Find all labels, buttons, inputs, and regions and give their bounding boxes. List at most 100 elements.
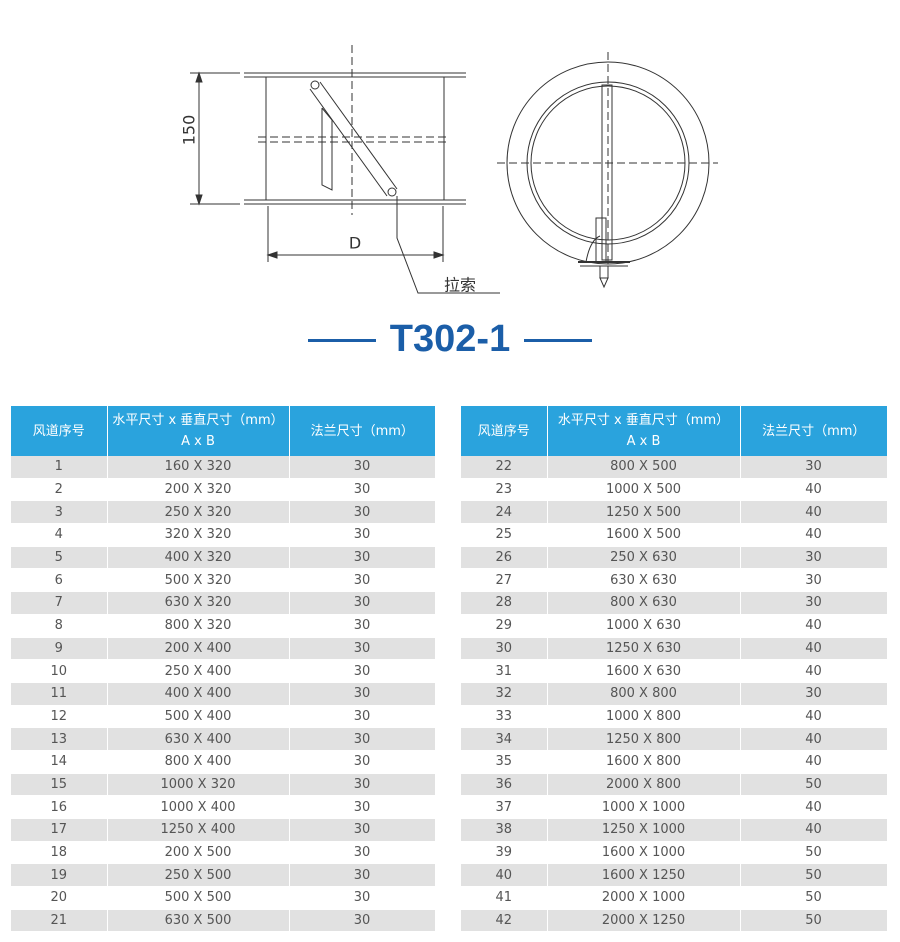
table-cell: 2000 X 800 [547, 773, 741, 797]
table-cell: 1000 X 400 [107, 795, 290, 819]
table-cell: 1250 X 800 [547, 727, 741, 751]
table-cell: 34 [461, 727, 548, 751]
table-cell: 1600 X 500 [547, 523, 741, 547]
table-row: 37 1000 X 1000 40 [461, 795, 888, 819]
table-row: 34 1250 X 800 40 [461, 727, 888, 751]
table-row: 9 200 X 400 30 [11, 637, 436, 661]
spec-table: 风道序号 水平尺寸 x 垂直尺寸（mm） A x B 法兰尺寸（mm） 1 160 … [11, 406, 436, 933]
table-row: 22 800 X 500 30 [461, 456, 888, 479]
table-cell: 50 [740, 886, 888, 910]
table-cell: 37 [461, 795, 548, 819]
table-cell: 30 [289, 500, 436, 525]
table-cell: 42 [461, 909, 548, 933]
table-cell: 1250 X 400 [107, 818, 290, 842]
table-cell: 1 [11, 456, 108, 479]
table-cell: 250 X 400 [107, 659, 290, 683]
table-cell: 8 [11, 614, 108, 638]
table-cell: 30 [289, 456, 436, 479]
table-cell: 29 [461, 614, 548, 638]
table-cell: 19 [11, 863, 108, 888]
table-cell: 40 [740, 478, 888, 502]
table-cell: 40 [740, 523, 888, 547]
table-cell: 30 [289, 659, 436, 683]
table-cell: 24 [461, 500, 548, 525]
table-cell: 30 [740, 546, 888, 570]
table-cell: 1600 X 800 [547, 750, 741, 774]
table-row: 39 1600 X 1000 50 [461, 841, 888, 865]
table-cell: 30 [740, 591, 888, 615]
table-cell: 40 [740, 705, 888, 729]
table-cell: 1600 X 1250 [547, 863, 741, 888]
table-cell: 1250 X 1000 [547, 818, 741, 842]
table-cell: 400 X 400 [107, 682, 290, 706]
table-row: 8 800 X 320 30 [11, 614, 436, 638]
title: T302-1 [0, 318, 900, 361]
table-row: 14 800 X 400 30 [11, 750, 436, 774]
header-line: A x B [626, 434, 661, 449]
table-cell: 30 [289, 863, 436, 888]
table-cell: 3 [11, 500, 108, 525]
table-cell: 40 [740, 614, 888, 638]
table-cell: 320 X 320 [107, 523, 290, 547]
table-row: 16 1000 X 400 30 [11, 795, 436, 819]
table-cell: 30 [289, 546, 436, 570]
table-cell: 27 [461, 568, 548, 593]
table-cell: 30 [740, 456, 888, 479]
table-cell: 50 [740, 863, 888, 888]
table-cell: 12 [11, 705, 108, 729]
table-row: 6 500 X 320 30 [11, 568, 436, 593]
header-line: 水平尺寸 x 垂直尺寸（mm） [557, 413, 730, 428]
table-cell: 33 [461, 705, 548, 729]
table-cell: 250 X 630 [547, 546, 741, 570]
table-row: 21 630 X 500 30 [11, 909, 436, 933]
table-cell: 50 [740, 841, 888, 865]
table-cell: 30 [740, 568, 888, 593]
table-cell: 30 [289, 478, 436, 502]
table-cell: 30 [289, 909, 436, 933]
table-cell: 1250 X 630 [547, 637, 741, 661]
table-cell: 1000 X 500 [547, 478, 741, 502]
table-cell: 630 X 500 [107, 909, 290, 933]
table-row: 2 200 X 320 30 [11, 478, 436, 502]
table-cell: 500 X 400 [107, 705, 290, 729]
table-row: 28 800 X 630 30 [461, 591, 888, 615]
title-text: T302-1 [389, 318, 511, 360]
table-row: 33 1000 X 800 40 [461, 705, 888, 729]
table-cell: 30 [289, 705, 436, 729]
table-cell: 11 [11, 682, 108, 706]
table-cell: 39 [461, 841, 548, 865]
table-cell: 22 [461, 456, 548, 479]
table-cell: 800 X 320 [107, 614, 290, 638]
table-cell: 5 [11, 546, 108, 570]
table-cell: 30 [289, 727, 436, 751]
table-cell: 800 X 630 [547, 591, 741, 615]
table-cell: 2 [11, 478, 108, 502]
table-cell: 1000 X 630 [547, 614, 741, 638]
table-cell: 21 [11, 909, 108, 933]
table-cell: 40 [740, 795, 888, 819]
table-row: 27 630 X 630 30 [461, 568, 888, 593]
table-row: 12 500 X 400 30 [11, 705, 436, 729]
table-cell: 30 [289, 773, 436, 797]
table-cell: 30 [289, 568, 436, 593]
table-cell: 40 [740, 637, 888, 661]
table-cell: 1250 X 500 [547, 500, 741, 525]
table-cell: 36 [461, 773, 548, 797]
table-cell: 30 [289, 750, 436, 774]
table-cell: 800 X 400 [107, 750, 290, 774]
table-cell: 6 [11, 568, 108, 593]
table-row: 30 1250 X 630 40 [461, 637, 888, 661]
table-row: 24 1250 X 500 40 [461, 500, 888, 525]
table-cell: 500 X 320 [107, 568, 290, 593]
table-cell: 1000 X 1000 [547, 795, 741, 819]
table-cell: 2000 X 1250 [547, 909, 741, 933]
table-cell: 800 X 500 [547, 456, 741, 479]
table-cell: 40 [740, 659, 888, 683]
table-row: 1 160 X 320 30 [11, 456, 436, 479]
header-cell: 风道序号 [461, 406, 548, 456]
table-row: 18 200 X 500 30 [11, 841, 436, 865]
table-row: 25 1600 X 500 40 [461, 523, 888, 547]
table-cell: 32 [461, 682, 548, 706]
table-cell: 30 [289, 637, 436, 661]
table-row: 42 2000 X 1250 50 [461, 909, 888, 933]
